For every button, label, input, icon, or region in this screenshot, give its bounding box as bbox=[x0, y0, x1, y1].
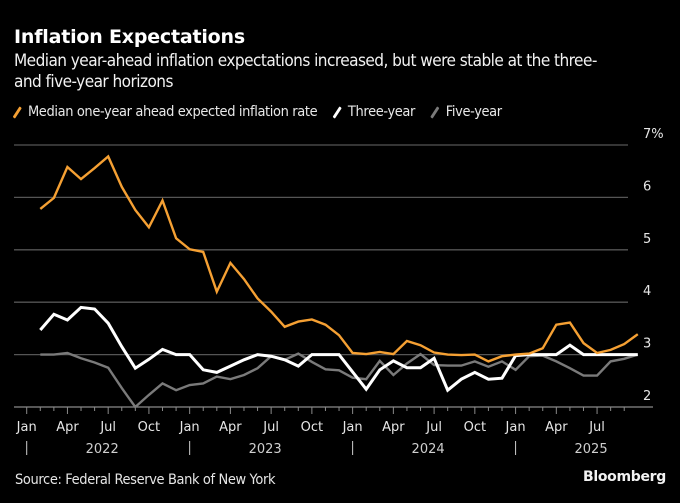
y-tick-label: 2 bbox=[643, 389, 651, 404]
x-tick-label: Oct bbox=[138, 420, 160, 435]
x-year-label: 2025 bbox=[575, 442, 608, 457]
x-year-label: 2023 bbox=[249, 442, 282, 457]
y-tick-label: 5 bbox=[643, 232, 651, 247]
x-tick-label: Jan bbox=[342, 420, 363, 435]
legend-item-five-year: Five-year bbox=[430, 104, 502, 120]
series-line-one-year bbox=[39, 154, 639, 363]
x-tick-label: Jan bbox=[16, 420, 37, 435]
x-tick-label: Jul bbox=[588, 420, 605, 435]
x-axis: Jan Apr Jul Oct Jan Apr Jul Oct Jan Apr Jul Oct Jan A… bbox=[14, 406, 653, 457]
x-tick-label: Oct bbox=[464, 420, 486, 435]
legend-label: Five-year bbox=[445, 104, 502, 120]
chart-title: Inflation Expectations bbox=[14, 26, 245, 48]
x-tick-label: Oct bbox=[301, 420, 323, 435]
y-tick-label: 4 bbox=[643, 284, 651, 299]
y-tick-label: 3 bbox=[643, 337, 651, 352]
source-note: Source: Federal Reserve Bank of New York bbox=[15, 472, 276, 488]
y-tick-label: 7% bbox=[643, 127, 664, 142]
chart-subtitle: Median year-ahead inflation expectations… bbox=[14, 51, 597, 91]
brand-logo: Bloomberg bbox=[582, 469, 666, 485]
x-year-label: 2022 bbox=[86, 442, 119, 457]
x-tick-label: Apr bbox=[545, 420, 568, 435]
x-tick-label: Jul bbox=[99, 420, 116, 435]
x-tick-label: Jul bbox=[425, 420, 442, 435]
y-axis-ticks: 2 3 4 5 6 7% bbox=[643, 127, 664, 404]
y-tick-label: 6 bbox=[643, 179, 651, 194]
x-tick-label: Jul bbox=[262, 420, 279, 435]
legend-label: Median one-year ahead expected inflation… bbox=[27, 104, 318, 120]
x-tick-label: Apr bbox=[56, 420, 79, 435]
series-lines bbox=[39, 154, 639, 409]
legend-item-three-year: Three-year bbox=[332, 104, 416, 120]
legend: Median one-year ahead expected inflation… bbox=[12, 104, 518, 120]
series-line-three-year bbox=[39, 305, 638, 393]
legend-label: Three-year bbox=[347, 104, 416, 120]
legend-item-one-year: Median one-year ahead expected inflation… bbox=[12, 104, 318, 120]
gridlines bbox=[14, 144, 628, 356]
x-tick-label: Apr bbox=[219, 420, 242, 435]
x-year-label: 2024 bbox=[412, 442, 445, 457]
x-tick-label: Jan bbox=[505, 420, 526, 435]
x-tick-label: Jan bbox=[179, 420, 200, 435]
x-tick-label: Apr bbox=[382, 420, 405, 435]
